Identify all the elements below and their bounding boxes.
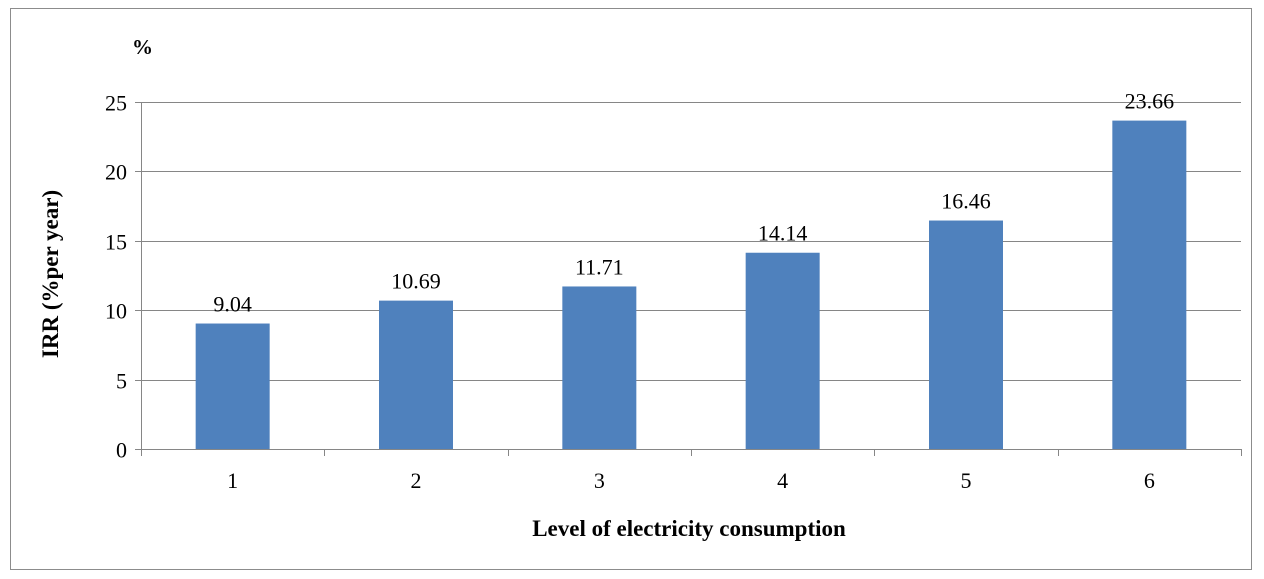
y-unit-label: %: [132, 35, 153, 59]
bar-3: [562, 286, 637, 449]
y-tick-label: 15: [105, 230, 127, 255]
y-tick-label: 20: [105, 160, 127, 185]
y-tick-label: 10: [105, 299, 127, 324]
labels: 0 5 10 15 20 25 9.04 1 10.69 2 11.71 3 14.14 4 16.46 5 2…: [105, 89, 1174, 493]
x-tick-label-3: 3: [594, 468, 605, 493]
x-tick-label-1: 1: [227, 468, 238, 493]
data-label-1: 9.04: [213, 292, 252, 317]
gridlines: [141, 102, 1241, 381]
bars: [195, 120, 1187, 450]
bar-1: [195, 323, 270, 449]
data-label-4: 14.14: [758, 221, 808, 246]
y-axis-title: IRR (%per year): [38, 190, 63, 358]
axes: [135, 102, 1242, 456]
x-tick-label-5: 5: [961, 468, 972, 493]
y-tick-label: 25: [105, 91, 127, 116]
x-tick-label-6: 6: [1144, 468, 1155, 493]
bar-5: [929, 220, 1003, 449]
data-label-5: 16.46: [941, 189, 991, 214]
data-label-2: 10.69: [391, 269, 441, 294]
x-tick-label-2: 2: [411, 468, 422, 493]
x-tick-label-4: 4: [777, 468, 788, 493]
data-label-3: 11.71: [575, 254, 624, 279]
y-tick-label: 0: [116, 438, 127, 463]
y-tick-label: 5: [116, 369, 127, 394]
bar-6: [1112, 120, 1187, 450]
chart-frame: 0 5 10 15 20 25 9.04 1 10.69 2 11.71 3 14.14 4 16.46 5 2…: [10, 8, 1252, 570]
bar-2: [379, 300, 453, 449]
x-axis-title: Level of electricity consumption: [532, 516, 846, 541]
bar-4: [745, 252, 820, 449]
data-label-6: 23.66: [1125, 89, 1175, 114]
bar-chart: 0 5 10 15 20 25 9.04 1 10.69 2 11.71 3 14.14 4 16.46 5 2…: [38, 35, 1242, 541]
